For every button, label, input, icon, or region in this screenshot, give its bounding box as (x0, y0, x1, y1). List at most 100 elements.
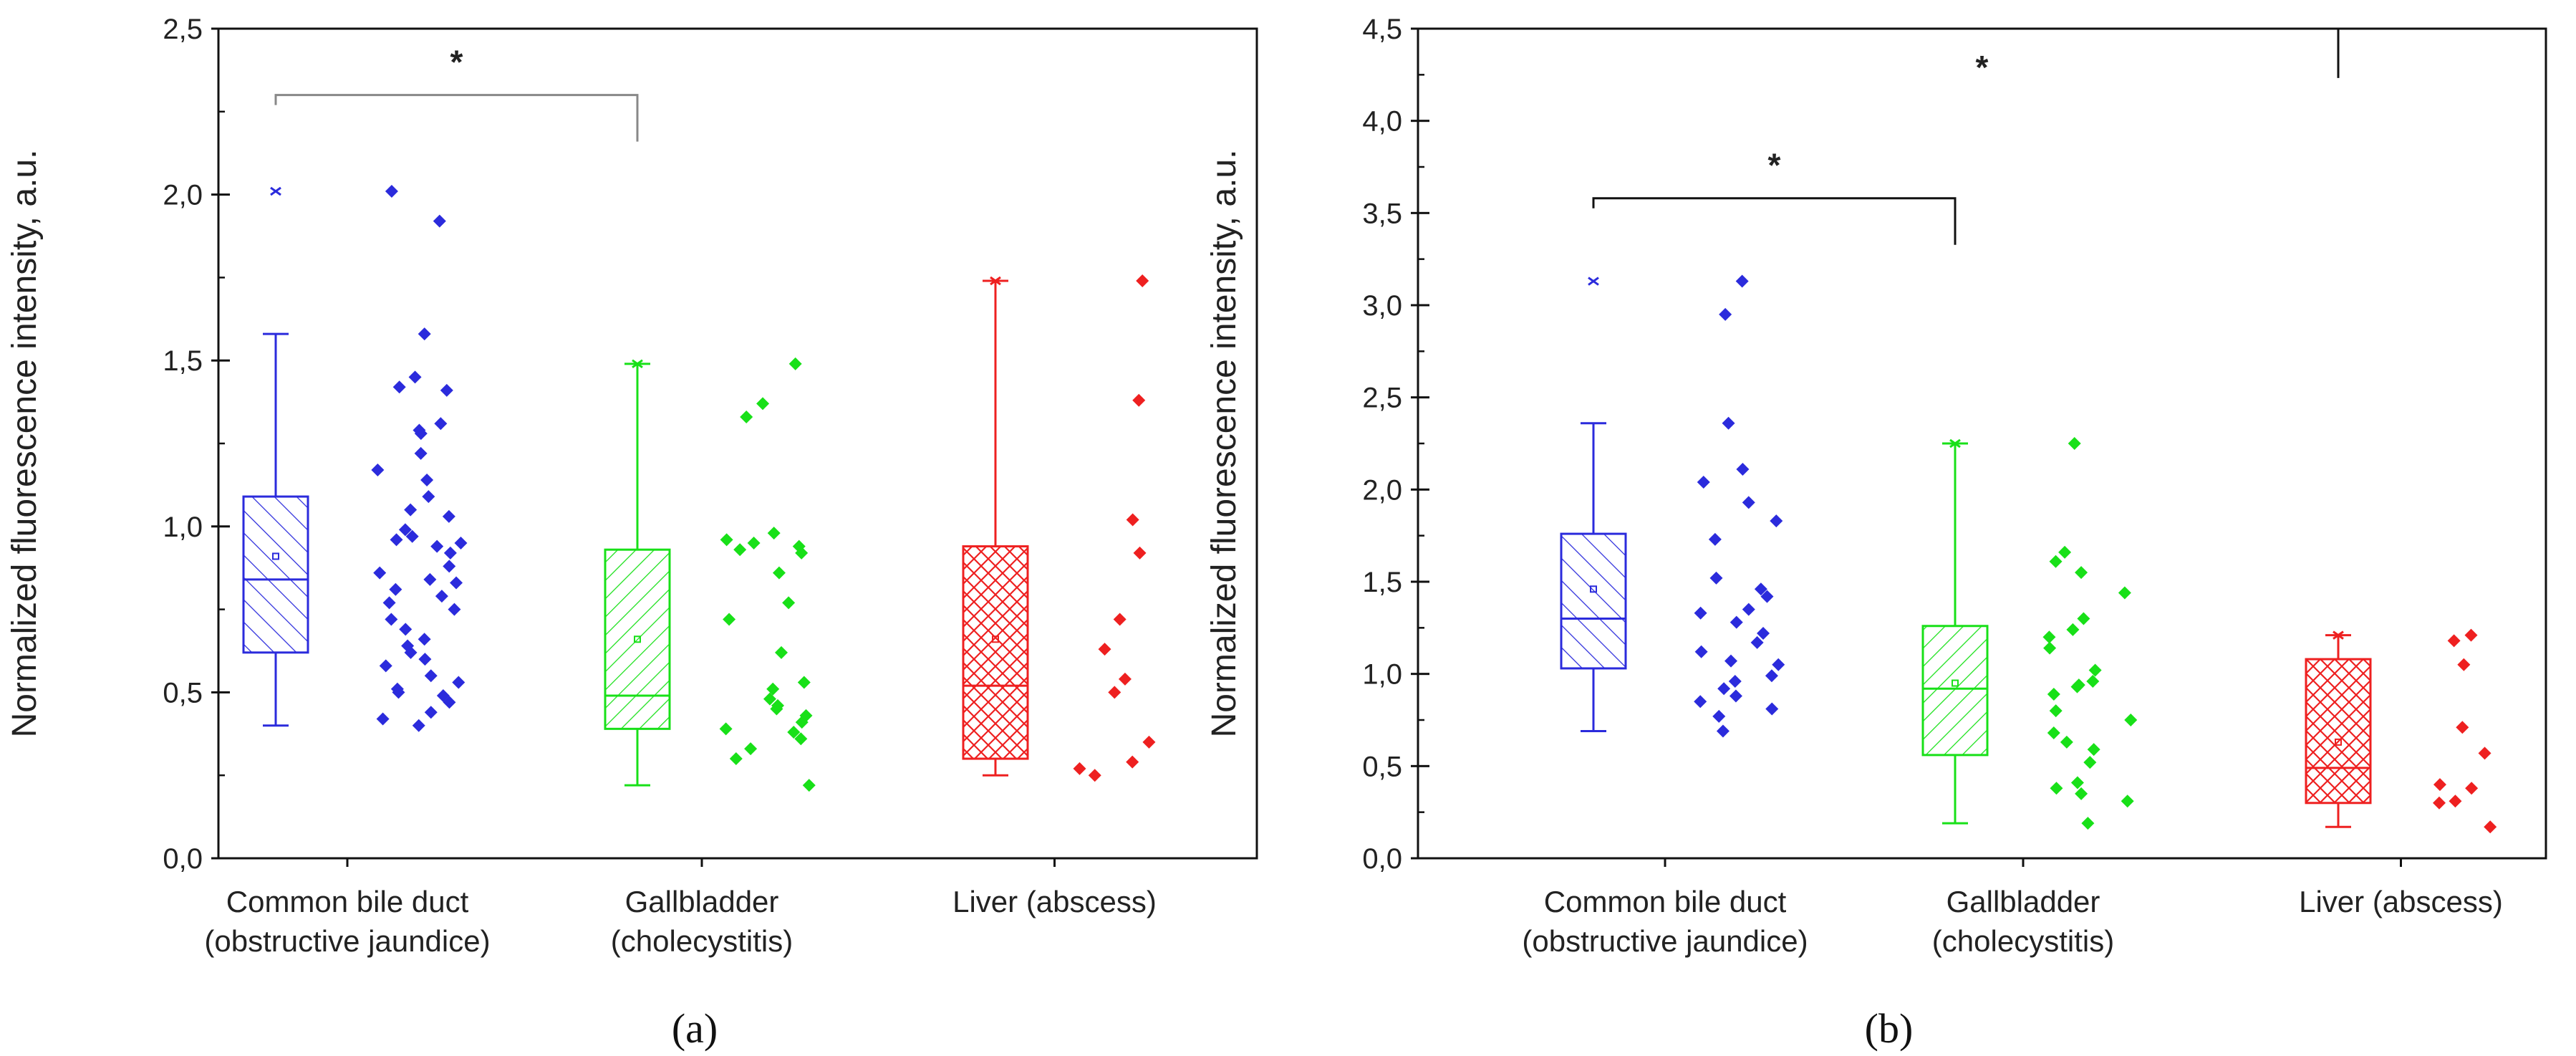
data-point (398, 523, 412, 537)
box-max-marker (270, 186, 281, 196)
data-point (2484, 820, 2497, 834)
panel-label: (b) (1865, 1005, 1914, 1052)
data-point (2058, 545, 2072, 559)
box-mean-marker (2335, 738, 2342, 746)
data-point (720, 533, 733, 547)
data-point (385, 613, 398, 626)
data-point (414, 446, 428, 460)
data-point (1697, 476, 1710, 489)
data-point (740, 410, 753, 423)
data-point (788, 357, 802, 370)
significance-label: * (1976, 49, 1989, 86)
data-point (795, 716, 809, 729)
data-point (2075, 787, 2088, 800)
data-point (2083, 756, 2097, 769)
data-point (450, 576, 463, 590)
data-point (399, 623, 413, 636)
data-point (2049, 704, 2063, 718)
data-point (434, 417, 448, 431)
x-category-sublabel: (obstructive jaundice) (1522, 924, 1808, 958)
data-point (422, 490, 435, 504)
data-point (2081, 817, 2095, 830)
data-point (1729, 689, 1742, 703)
data-point (1126, 513, 1139, 527)
y-tick-label: 2,0 (1362, 474, 1402, 506)
data-point (2068, 437, 2081, 450)
data-point (423, 572, 437, 586)
data-point (1760, 590, 1774, 603)
y-tick-label: 1,0 (163, 512, 203, 543)
box-iqr (1560, 532, 1627, 670)
data-point (1719, 307, 1732, 321)
y-tick-label: 0,0 (163, 843, 203, 875)
data-point (1736, 463, 1750, 476)
data-point (1108, 686, 1121, 699)
box-max-marker (1588, 277, 1599, 286)
data-point (1133, 546, 1147, 560)
data-point (744, 742, 758, 756)
box-max-marker (990, 276, 1001, 286)
y-tick-label: 0,5 (163, 677, 203, 709)
data-point (2075, 566, 2088, 580)
data-point (747, 536, 761, 549)
data-point (379, 659, 392, 673)
significance-bracket (274, 94, 639, 142)
data-point (2464, 628, 2478, 642)
data-point (454, 536, 468, 549)
data-point (1750, 635, 1764, 649)
data-point (448, 603, 461, 616)
data-point (774, 645, 788, 659)
data-point (787, 725, 801, 739)
x-category-label: Common bile duct (226, 885, 469, 918)
y-tick-label: 2,5 (163, 14, 203, 45)
data-point (2465, 782, 2479, 795)
data-point (2457, 658, 2471, 671)
data-point (1742, 496, 1755, 509)
data-point (1694, 606, 1707, 620)
data-point (1765, 669, 1778, 683)
box-max-marker (632, 359, 643, 369)
y-tick-label: 4,0 (1362, 106, 1402, 138)
y-tick-label: 3,0 (1362, 290, 1402, 322)
x-category-label: Gallbladder (625, 885, 779, 918)
data-point (2049, 555, 2063, 568)
data-point (412, 719, 425, 732)
data-point (1694, 645, 1708, 658)
box-mean-marker (1952, 679, 1959, 687)
data-point (767, 527, 781, 540)
data-point (723, 613, 736, 626)
data-point (2478, 747, 2491, 760)
data-point (2047, 687, 2060, 701)
data-point (797, 676, 811, 689)
data-point (2043, 641, 2057, 655)
data-point (1113, 613, 1127, 626)
panel-label: (a) (672, 1005, 718, 1052)
data-point (1757, 627, 1770, 640)
data-point (385, 184, 398, 198)
data-point (2060, 735, 2073, 749)
x-category-sublabel: (obstructive jaundice) (204, 924, 490, 958)
data-point (2066, 623, 2080, 636)
y-axis-label: Normalized fluorescence intensity, a.u. (1205, 150, 1243, 738)
data-point (2050, 782, 2063, 795)
data-point (443, 560, 456, 573)
box-mean-marker (1590, 585, 1597, 593)
data-point (442, 509, 455, 523)
data-point (763, 692, 776, 706)
data-point (1765, 702, 1779, 716)
data-point (389, 582, 402, 596)
x-category-sublabel: (cholecystitis) (1932, 924, 2114, 958)
data-point (772, 566, 786, 580)
y-tick-label: 2,5 (1362, 383, 1402, 414)
data-point (382, 596, 396, 610)
data-point (1716, 724, 1730, 738)
box-mean-marker (272, 552, 279, 560)
box-iqr (242, 495, 309, 654)
data-point (430, 539, 444, 553)
data-point (2449, 795, 2462, 808)
y-tick-label: 3,5 (1362, 198, 1402, 229)
y-axis-label: Normalized fluorescence intensity, a.u. (6, 150, 44, 738)
significance-bracket (1592, 197, 1957, 245)
data-point (2086, 674, 2100, 688)
x-category-sublabel: (cholecystitis) (611, 924, 793, 958)
